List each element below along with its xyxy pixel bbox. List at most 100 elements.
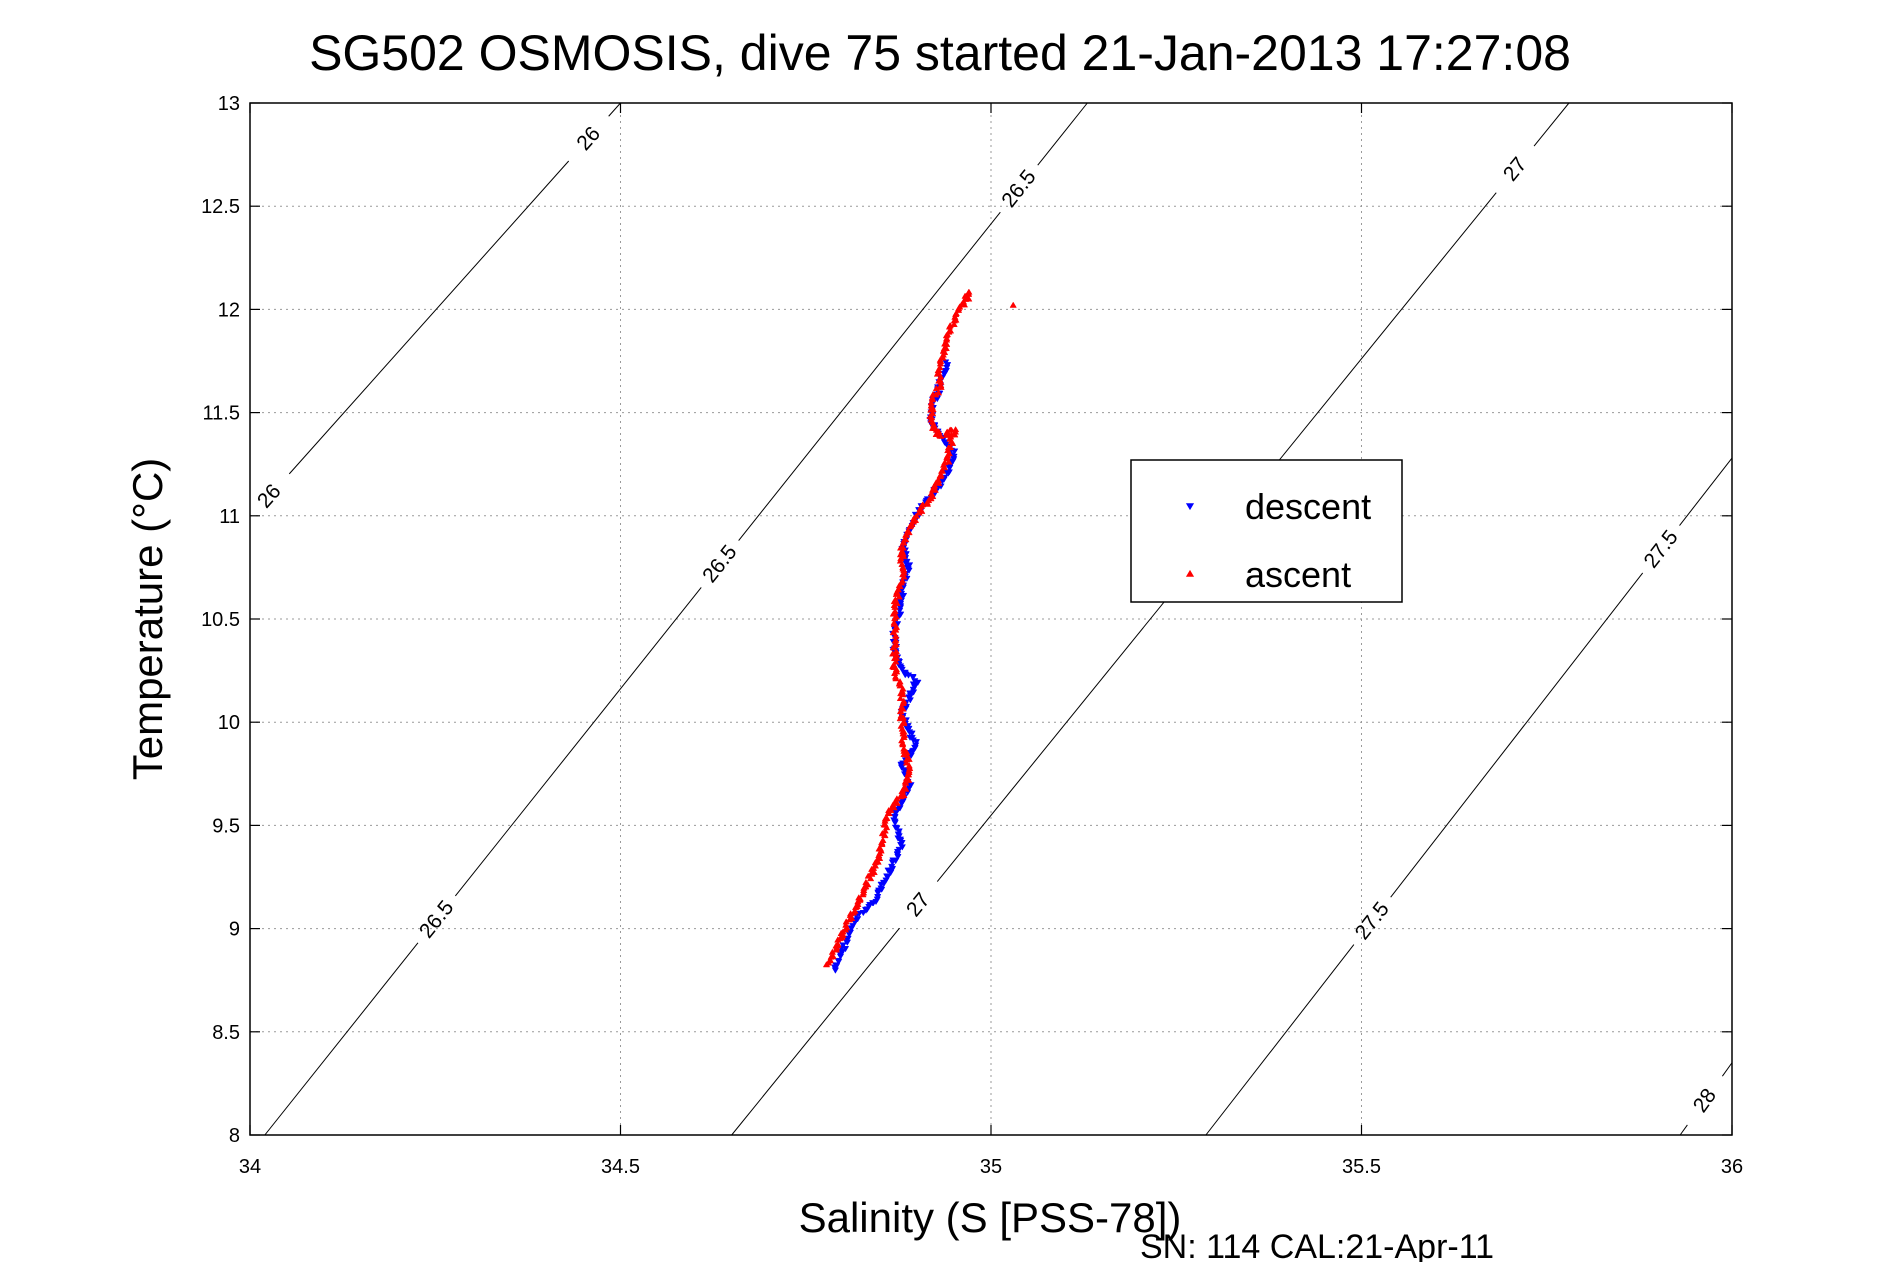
x-tick-label: 36 [1721,1156,1743,1178]
isopycnal-line [288,160,570,475]
isopycnal-line [1679,1124,1688,1136]
ascent-point [902,536,910,543]
isopycnal-line [738,211,1001,541]
isopycnal-label: 26.5 [698,541,741,587]
isopycnal-label: 26 [572,122,605,155]
isopycnal-label: 26.5 [997,166,1040,212]
legend: descent ascent [1130,459,1403,603]
isopycnal-line [731,927,900,1136]
x-axis-label: Salinity (S [PSS-78]) [799,1194,1182,1241]
y-tick-label: 8 [229,1125,240,1147]
ascent-point [945,458,953,465]
ascent-point [892,636,900,643]
ascent-point [965,295,973,302]
ascent-point [928,394,936,401]
y-tick-label: 8.5 [212,1022,240,1044]
ascent-point [1009,301,1017,308]
ascent-point [936,363,944,371]
ascent-point [950,320,958,327]
y-tick-label: 11 [219,506,240,528]
ascent-point [900,783,909,790]
ascent-point [927,399,935,406]
ascent-point [931,486,939,493]
grid [250,103,1732,1135]
y-tick-label: 9 [229,919,240,941]
ascent-point [879,836,887,843]
legend-label-ascent: ascent [1245,554,1351,595]
descent-point [895,846,903,853]
ascent-point [848,914,856,921]
ascent-point [927,490,936,497]
ascent-point [829,952,837,960]
ascent-point [826,957,834,964]
isopycnal-label: 27 [1499,153,1532,186]
ascent-point [900,745,908,752]
ascent-point [862,878,870,886]
ascent-point [938,467,947,474]
ascent-point [952,309,960,317]
legend-marker-descent [1185,503,1195,511]
descent-point [832,962,840,969]
ascent-point [892,641,900,648]
y-tick-label: 10 [218,712,240,734]
ascent-point [942,344,950,351]
isopycnal-label: 27.5 [1640,526,1683,572]
descent-point [909,674,917,681]
ascent-point [902,756,911,763]
y-tick-label: 12.5 [201,196,240,218]
ascent-point [937,381,945,388]
y-tick-label: 13 [218,93,240,115]
ascent-point [937,471,945,478]
isopycnal-line [1390,572,1644,898]
y-tick-label: 11.5 [203,403,240,425]
descent-point [834,957,842,965]
x-tick-label: 34.5 [601,1156,640,1178]
series-descent [830,359,959,974]
isopycnal-label: 27.5 [1351,898,1394,944]
y-tick-label: 12 [218,299,240,321]
y-tick-label: 10.5 [201,609,240,631]
ascent-point [904,527,912,534]
ascent-point [902,775,911,782]
y-tick-label: 9.5 [212,815,240,837]
isopycnal-line [1205,944,1355,1136]
axis-ticks: 34 34.5 35 35.5 36 8 8.5 9 9.5 10 10.5 11 11.5 12 12.5… [201,93,1743,1178]
ascent-point [880,821,888,828]
ascent-point [902,759,911,766]
isopycnal-line [1037,102,1088,166]
data-points [822,288,1017,974]
descent-point [839,942,847,949]
ascent-point [842,921,850,928]
x-tick-label: 35 [980,1156,1002,1178]
isopycnal-line [608,102,621,117]
isopycnal-label: 26.5 [415,896,458,942]
legend-label-descent: descent [1245,486,1371,527]
ascent-point [945,450,953,457]
ascent-point [890,619,898,626]
legend-marker-ascent [1185,569,1195,577]
series-ascent [822,288,973,968]
ascent-point [928,409,937,417]
isopycnal-label: 26 [253,480,286,513]
ascent-point [939,354,947,361]
ascent-point [928,424,937,431]
ascent-point [896,678,904,685]
y-axis-label: Temperature (°C) [124,458,171,781]
ascent-point [947,426,956,433]
isopycnal-line [1721,1062,1733,1077]
ascent-point [898,737,906,744]
descent-point [906,734,914,741]
ascent-point [894,586,902,593]
ascent-point [892,632,900,639]
isopycnal-label: 28 [1689,1084,1721,1116]
ascent-point [942,431,951,438]
ascent-point [898,547,906,554]
ascent-point [941,340,949,347]
ascent-point [934,389,943,396]
ascent-point [899,563,907,570]
ascent-point [871,862,880,869]
ascent-point [855,894,863,901]
ascent-point [892,658,900,665]
isopycnal-line [264,942,419,1136]
